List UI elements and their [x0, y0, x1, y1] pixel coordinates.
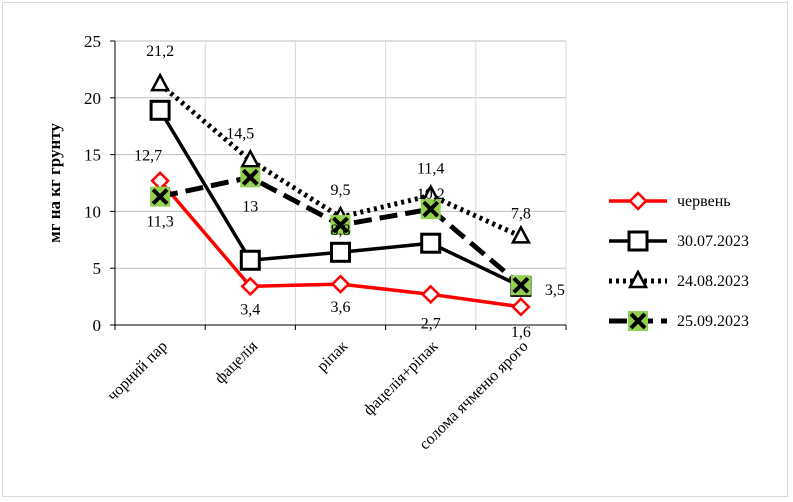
data-point-series-2 [149, 99, 171, 121]
data-point-series-3 [150, 72, 171, 92]
legend-marker [629, 312, 647, 330]
y-tick-label: 5 [93, 259, 102, 278]
data-point-series-1 [511, 297, 531, 317]
data-label: 11,3 [146, 214, 173, 231]
data-label: 8,8 [331, 222, 351, 239]
data-point-series-4 [151, 188, 169, 206]
data-point-series-3 [510, 224, 531, 244]
legend-entry-label: червень [677, 193, 731, 210]
data-point-series-4 [332, 216, 349, 234]
y-axis-title: мг на кг грунту [45, 123, 64, 243]
data-point-series-4 [241, 168, 259, 186]
data-label: 11,4 [417, 160, 444, 177]
data-label: 14,5 [226, 125, 254, 142]
x-category-label: чорний пар [104, 338, 171, 405]
legend-entry-label: 30.07.2023 [677, 233, 749, 250]
data-label: 13 [242, 198, 258, 215]
legend-entry-label: 24.08.2023 [677, 273, 749, 290]
chart-frame: 0 5 10 15 20 25 мг на кг грунту чорний пар фацел… [2, 2, 788, 497]
legend-marker [627, 230, 649, 252]
data-point-series-1 [240, 276, 261, 297]
y-tick-label: 15 [84, 146, 101, 165]
x-category-label: фацелія [212, 337, 262, 387]
data-label: 2,7 [421, 315, 441, 332]
x-category-label: фацелія+ріпак [360, 338, 441, 419]
y-tick-label: 20 [84, 89, 101, 108]
y-tick-label: 10 [84, 202, 101, 221]
line-chart: 0 5 10 15 20 25 мг на кг грунту чорний пар фацел… [45, 32, 749, 453]
y-tick-label: 0 [93, 316, 102, 335]
x-category-label: ріпак [314, 338, 352, 376]
data-label: 3,6 [331, 299, 351, 316]
data-point-series-2 [330, 241, 351, 263]
data-point-series-2 [420, 232, 442, 254]
data-point-series-4 [512, 276, 530, 294]
data-label: 3,4 [240, 301, 260, 318]
data-point-series-3 [240, 148, 261, 168]
data-point-series-1 [420, 284, 441, 305]
data-point-series-2 [239, 249, 261, 271]
data-label: 9,5 [331, 182, 351, 199]
data-label: 3,5 [545, 282, 565, 299]
data-label: 1,6 [511, 324, 531, 341]
data-label: 7,8 [511, 205, 531, 222]
data-label: 21,2 [146, 43, 174, 60]
legend-entry-label: 25.09.2023 [677, 313, 749, 330]
legend-marker [628, 191, 648, 211]
y-tick-label: 25 [84, 32, 101, 51]
data-point-series-1 [330, 274, 351, 294]
data-label: 10,2 [417, 186, 445, 203]
data-label: 12,7 [134, 148, 162, 165]
data-point-series-4 [422, 200, 440, 218]
legend-marker [627, 269, 649, 289]
